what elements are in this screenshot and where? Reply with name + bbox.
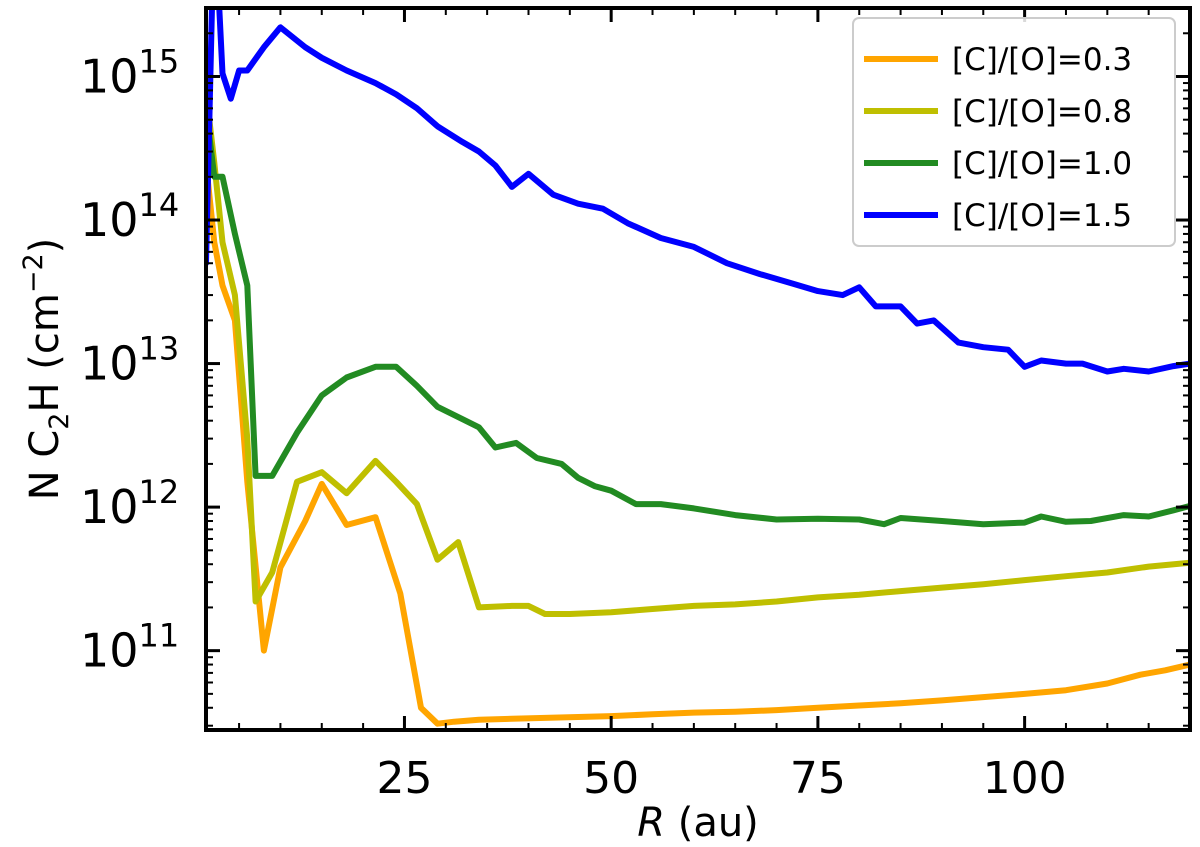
x-axis-title: R (au): [637, 800, 759, 846]
y-tick-label: 1014: [80, 186, 179, 247]
series-line-4: [206, 8, 1190, 375]
legend-label-4: [C]/[O]=1.5: [952, 198, 1132, 234]
series-line-3: [206, 105, 1190, 528]
y-axis-sup: −2: [18, 253, 49, 293]
y-axis-prefix: N C: [22, 430, 68, 501]
y-tick-label: 1012: [80, 473, 179, 534]
series-line-1: [206, 159, 1190, 727]
x-axis-unit: (au): [665, 800, 759, 846]
y-tick-label: 1013: [80, 330, 179, 391]
legend-label-1: [C]/[O]=0.3: [952, 42, 1132, 78]
x-tick-label: 50: [583, 753, 639, 804]
y-axis-mid: H (cm: [22, 293, 68, 412]
y-tick-label: 1015: [80, 42, 179, 103]
series-line-2: [206, 87, 1190, 617]
x-axis-var: R: [637, 800, 665, 846]
y-axis-suffix: ): [22, 238, 68, 254]
legend-box: [852, 17, 1176, 247]
series-layer: [206, 8, 1190, 727]
x-tick-label: 25: [376, 753, 432, 804]
legend-label-2: [C]/[O]=0.8: [952, 94, 1132, 130]
plot-frame: [204, 6, 1192, 732]
ticks-layer: 25 50 75 100 1011 1012 1013 1014 1015: [80, 8, 1191, 804]
legend: [C]/[O]=0.3 [C]/[O]=0.8 [C]/[O]=1.0 [C]/[O]…: [852, 17, 1176, 247]
x-tick-label: 100: [983, 753, 1067, 804]
y-axis-title: N C2H (cm−2): [18, 238, 75, 501]
x-tick-label: 75: [790, 753, 846, 804]
legend-items: [C]/[O]=0.3 [C]/[O]=0.8 [C]/[O]=1.0 [C]/[O]…: [864, 42, 1132, 234]
legend-label-3: [C]/[O]=1.0: [952, 146, 1132, 182]
y-axis-sub: 2: [44, 413, 75, 430]
y-tick-label: 1011: [80, 617, 179, 678]
